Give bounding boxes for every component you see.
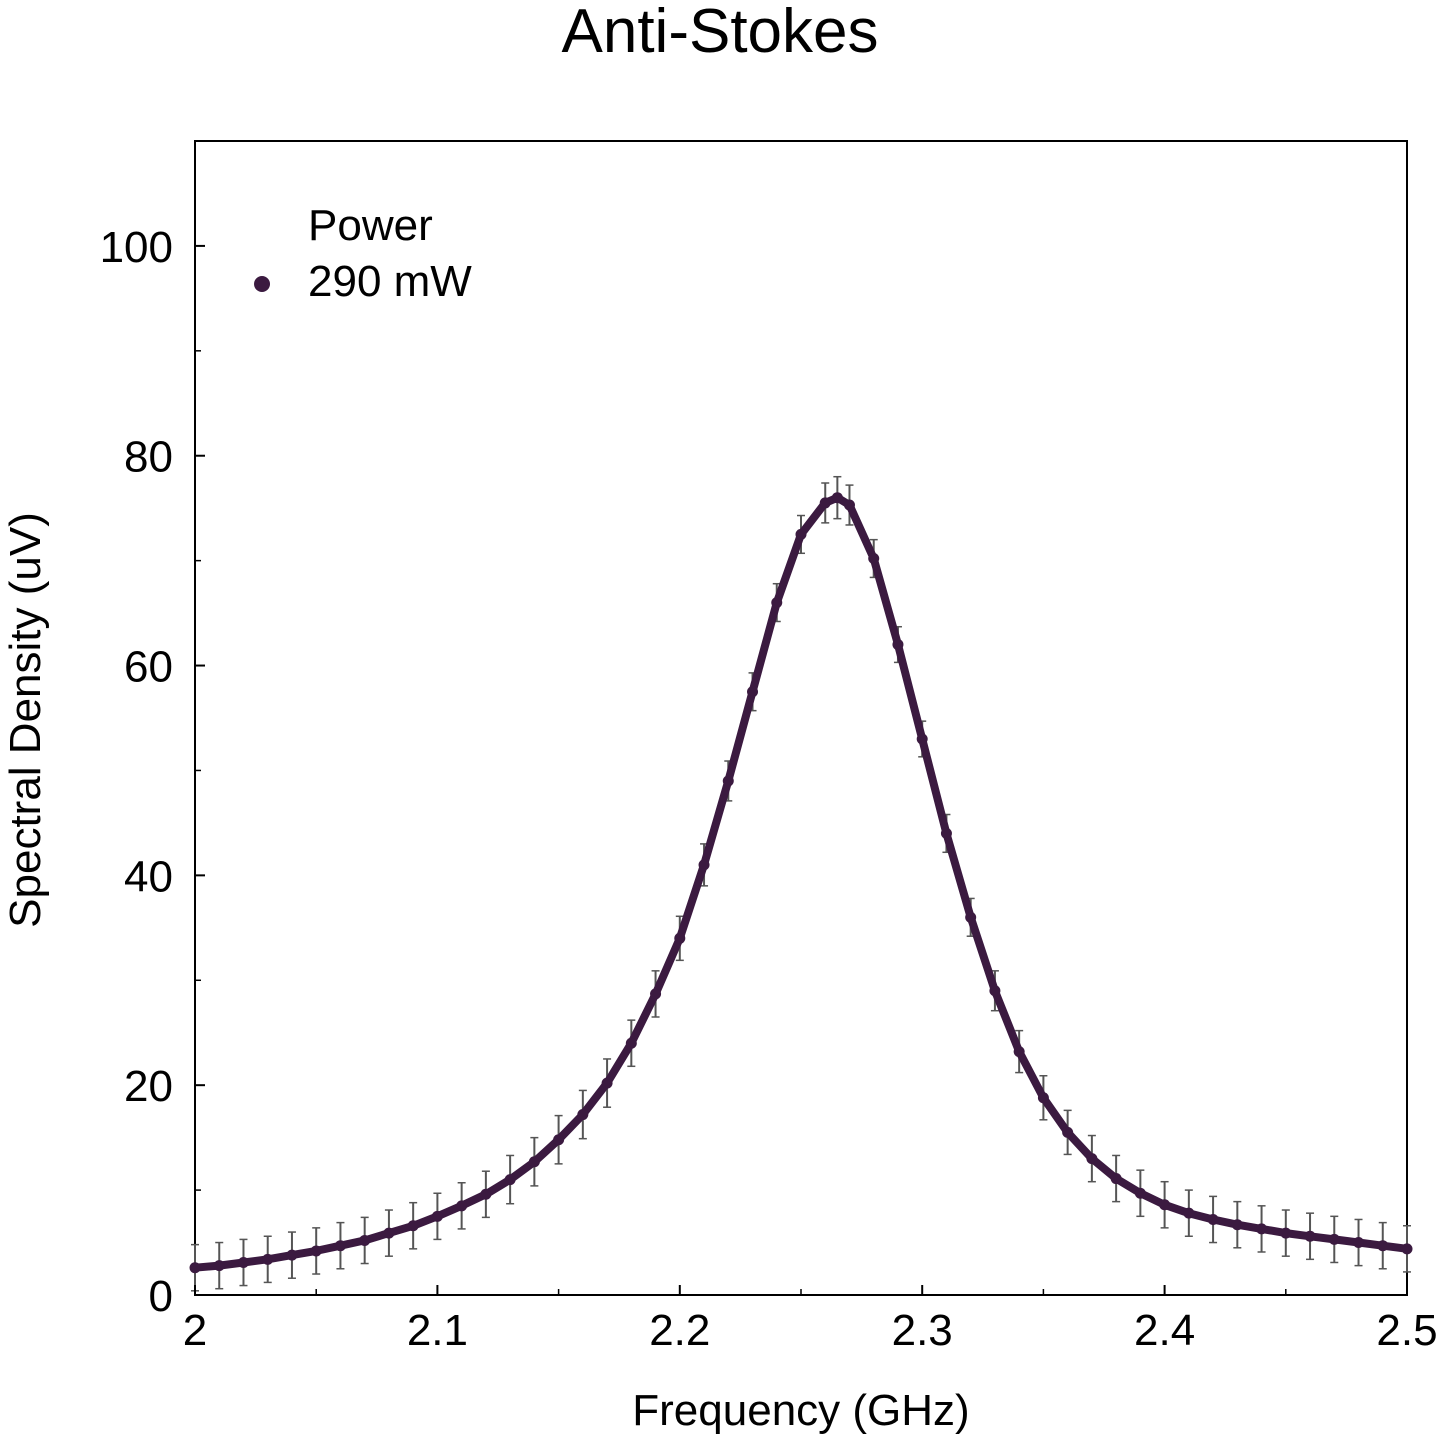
data-point bbox=[1207, 1213, 1219, 1225]
chart-title: Anti-Stokes bbox=[561, 0, 878, 66]
x-tick-label: 2.3 bbox=[892, 1306, 953, 1355]
data-point bbox=[940, 827, 952, 839]
data-point bbox=[577, 1109, 589, 1121]
data-point bbox=[504, 1174, 516, 1186]
data-point bbox=[601, 1077, 613, 1089]
data-point bbox=[456, 1200, 468, 1212]
data-point bbox=[1013, 1046, 1025, 1058]
data-point bbox=[262, 1253, 274, 1265]
data-point bbox=[431, 1210, 443, 1222]
data-point bbox=[1280, 1227, 1292, 1239]
y-tick-label: 20 bbox=[124, 1062, 173, 1111]
y-tick-label: 60 bbox=[124, 643, 173, 692]
y-tick-label: 40 bbox=[124, 852, 173, 901]
data-point bbox=[1328, 1233, 1340, 1245]
data-point bbox=[650, 988, 662, 1000]
data-point bbox=[334, 1240, 346, 1252]
data-point bbox=[1037, 1092, 1049, 1104]
data-point bbox=[1377, 1240, 1389, 1252]
x-tick-label: 2.4 bbox=[1134, 1306, 1195, 1355]
data-point bbox=[1110, 1173, 1122, 1185]
data-point bbox=[698, 859, 710, 871]
data-point bbox=[1062, 1126, 1074, 1138]
legend-marker bbox=[254, 276, 270, 292]
data-point bbox=[1231, 1219, 1243, 1231]
data-points bbox=[189, 492, 1413, 1274]
x-tick-label: 2.1 bbox=[407, 1306, 468, 1355]
y-axis-ticks: 0 20 40 60 80 100 bbox=[100, 223, 205, 1321]
data-point bbox=[1353, 1237, 1365, 1249]
series-line bbox=[191, 493, 1411, 1272]
x-axis-label: Frequency (GHz) bbox=[632, 1386, 969, 1435]
x-axis-ticks: 2 2.1 2.2 2.3 2.4 2.5 bbox=[183, 1285, 1438, 1355]
data-point bbox=[1159, 1199, 1171, 1211]
data-point bbox=[916, 733, 928, 745]
data-point bbox=[1183, 1207, 1195, 1219]
y-tick-label: 80 bbox=[124, 433, 173, 482]
data-point bbox=[819, 497, 831, 509]
data-point bbox=[359, 1234, 371, 1246]
legend-title: Power bbox=[308, 201, 433, 250]
data-point bbox=[843, 499, 855, 511]
data-point bbox=[383, 1227, 395, 1239]
data-point bbox=[747, 686, 759, 698]
plot-frame bbox=[194, 140, 1408, 1296]
y-tick-label: 0 bbox=[149, 1272, 173, 1321]
x-tick-label: 2.5 bbox=[1376, 1306, 1437, 1355]
data-point bbox=[722, 775, 734, 787]
series-line-group bbox=[191, 493, 1411, 1272]
data-point bbox=[1256, 1223, 1268, 1235]
data-point bbox=[1086, 1153, 1098, 1165]
data-point bbox=[625, 1037, 637, 1049]
y-axis-label: Spectral Density (uV) bbox=[1, 512, 50, 928]
data-point bbox=[771, 597, 783, 609]
legend: Power 290 mW bbox=[254, 201, 472, 306]
data-point bbox=[237, 1256, 249, 1268]
data-point bbox=[965, 911, 977, 923]
data-point bbox=[480, 1188, 492, 1200]
data-point bbox=[674, 932, 686, 944]
legend-entry-label: 290 mW bbox=[308, 257, 472, 306]
error-bars bbox=[191, 475, 1411, 1292]
data-point bbox=[310, 1245, 322, 1257]
data-point bbox=[553, 1134, 565, 1146]
x-tick-label: 2.2 bbox=[649, 1306, 710, 1355]
data-point bbox=[1401, 1243, 1413, 1255]
data-point bbox=[1304, 1230, 1316, 1242]
data-point bbox=[1134, 1187, 1146, 1199]
data-point bbox=[795, 528, 807, 540]
data-point bbox=[989, 985, 1001, 997]
data-point bbox=[189, 1262, 201, 1274]
data-point bbox=[868, 553, 880, 565]
x-tick-label: 2 bbox=[183, 1306, 207, 1355]
data-point bbox=[213, 1260, 225, 1272]
data-point bbox=[528, 1156, 540, 1168]
data-point bbox=[286, 1249, 298, 1261]
data-point bbox=[407, 1220, 419, 1232]
y-tick-label: 100 bbox=[100, 223, 173, 272]
data-point bbox=[892, 639, 904, 651]
data-point bbox=[831, 492, 843, 504]
